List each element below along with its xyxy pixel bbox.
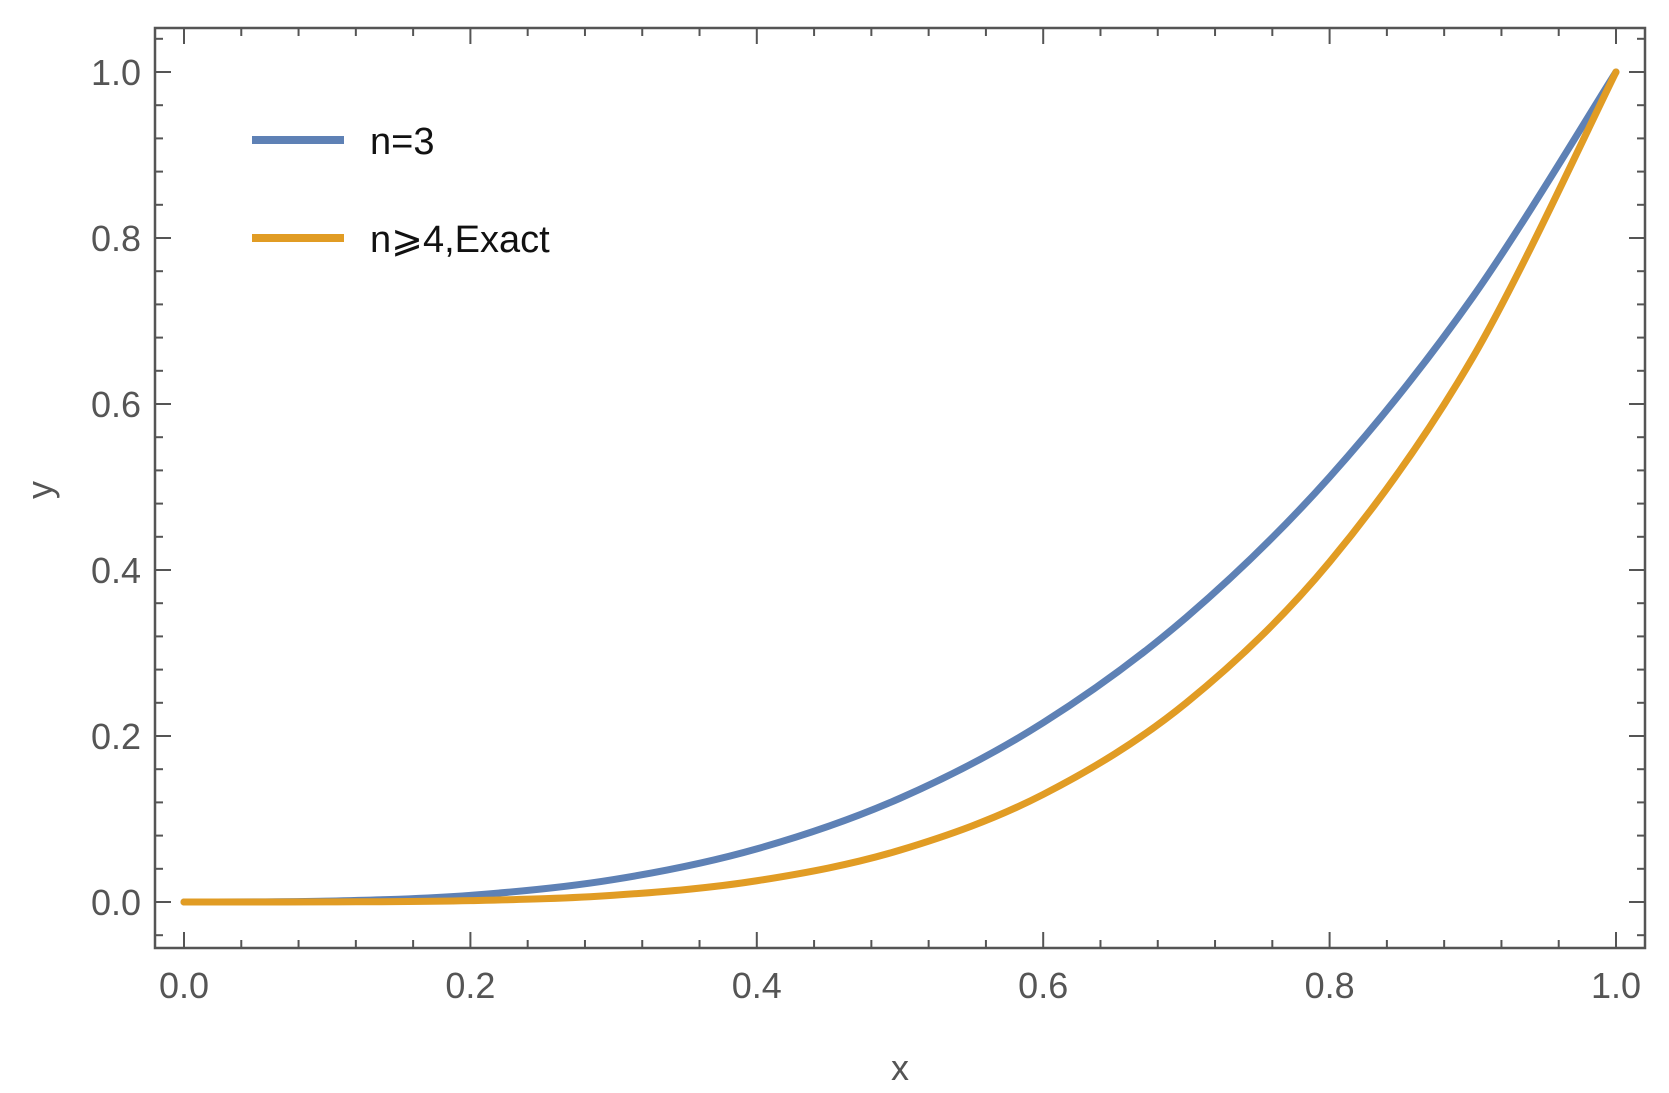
x-axis-label: x: [891, 1047, 909, 1088]
y-tick-label: 0.4: [91, 550, 141, 591]
plot-frame: [153, 26, 1647, 950]
legend-label-1: n=3: [370, 121, 434, 163]
y-tick-label: 0.2: [91, 716, 141, 757]
y-axis-ticks: 0.0 0.2 0.4 0.6 0.8 1.0: [91, 37, 1645, 937]
y-tick-label: 0.6: [91, 384, 141, 425]
y-tick-label: 0.8: [91, 218, 141, 259]
series-layer: [180, 68, 1620, 906]
x-tick-label: 0.6: [1018, 965, 1068, 1006]
x-tick-label: 0.4: [732, 965, 782, 1006]
series-line-2: [180, 68, 1620, 906]
x-tick-label: 1.0: [1591, 965, 1641, 1006]
x-tick-label: 0.2: [445, 965, 495, 1006]
legend-label-2: n⩾4,Exact: [370, 219, 550, 261]
y-tick-label: 0.0: [91, 882, 141, 923]
x-axis-ticks: 0.0 0.2 0.4 0.6 0.8 1.0: [159, 28, 1641, 1006]
y-tick-label: 1.0: [91, 52, 141, 93]
x-tick-label: 0.0: [159, 965, 209, 1006]
y-axis-label: y: [19, 481, 60, 499]
legend: n=3 n⩾4,Exact: [252, 121, 550, 261]
x-tick-label: 0.8: [1305, 965, 1355, 1006]
series-line-1: [180, 68, 1620, 906]
